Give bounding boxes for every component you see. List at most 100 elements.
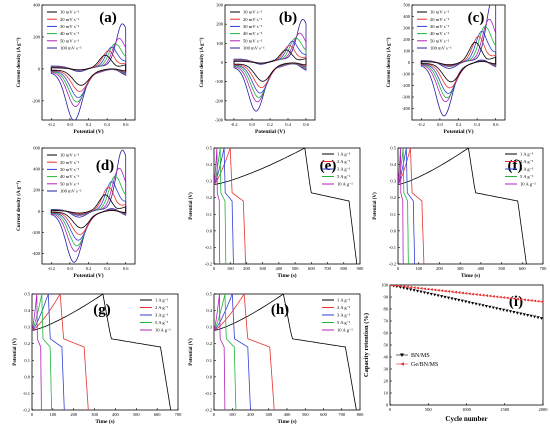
y-ticks: -0.2 -0.1 0.0 0.1 0.2 0.3 0.4 0.5: [389, 146, 400, 267]
y-tick-label: 0.5: [390, 146, 396, 151]
legend: 10 mV s⁻¹ 20 mV s⁻¹ 30 mV s⁻¹ 40 mV s⁻¹ 50 m…: [47, 153, 82, 194]
y-tick-label: -200: [32, 98, 41, 103]
data-point: [519, 297, 523, 301]
x-ticks: 0 500 1000 1500 2000: [389, 403, 548, 412]
cv-curve-1: [420, 41, 497, 83]
y-tick-label: 0.5: [206, 146, 212, 151]
x-tick-label: 0: [31, 412, 34, 417]
data-point: [512, 311, 516, 314]
y-tick-label: 200: [33, 188, 41, 193]
y-tick-label: 0.4: [206, 162, 212, 167]
legend-label: 50 mV s⁻¹: [243, 38, 263, 43]
plot-frame: [397, 147, 544, 265]
legend: 1 A g⁻¹ 2 A g⁻¹ 3 A g⁻¹ 5 A g⁻¹ 10 A g⁻¹: [140, 298, 171, 333]
y-tick-label: 200: [33, 34, 41, 39]
data-point: [522, 298, 526, 302]
y-tick-label: 0.5: [206, 292, 212, 297]
x-axis-label: Cycle number: [445, 415, 487, 423]
x-tick-label: 700: [175, 412, 183, 417]
data-point: [491, 294, 495, 298]
legend-label: 10 mV s⁻¹: [60, 153, 80, 158]
legend-label: 30 mV s⁻¹: [243, 24, 263, 29]
legend-label: 2 A g⁻¹: [520, 159, 534, 164]
panel-label: (h): [271, 302, 289, 318]
x-tick-label: 400: [477, 266, 485, 271]
plot-frame: [41, 4, 136, 121]
data-point: [477, 293, 482, 297]
x-tick-label: 200: [436, 266, 444, 271]
data-point: [491, 306, 495, 310]
y-tick-label: 0.2: [24, 341, 30, 346]
x-tick-label: -0.2: [48, 122, 55, 127]
y-tick-label: 0: [408, 60, 411, 65]
x-axis-label: Time (s): [277, 418, 296, 425]
y-tick-label: 400: [33, 3, 41, 8]
panel-label: (d): [96, 158, 114, 174]
y-tick-label: -200: [32, 230, 41, 235]
data-point: [532, 299, 537, 303]
data-point: [526, 314, 530, 317]
y-tick-label: -400: [402, 106, 411, 111]
plot-area: [214, 294, 357, 410]
data-point: [433, 293, 437, 297]
y-tick-label: 500: [403, 3, 411, 8]
cv-curve-6: [233, 19, 307, 112]
y-tick-label: -0.2: [205, 408, 212, 413]
y-tick-label: 0: [38, 209, 41, 214]
data-point: [426, 287, 430, 291]
legend-label: 10 mV s⁻¹: [430, 10, 450, 15]
gcd-curve-1: [32, 294, 172, 410]
legend: 10 mV s⁻¹ 20 mV s⁻¹ 30 mV s⁻¹ 40 mV s⁻¹ 50 m…: [230, 10, 265, 51]
y-axis-label: Potential (V): [13, 338, 18, 366]
data-point: [508, 310, 513, 314]
x-tick-label: 0.6: [303, 122, 309, 127]
gcd-curve-1: [214, 148, 358, 264]
data-point: [443, 289, 447, 293]
y-tick-label: 0.4: [206, 308, 212, 313]
x-tick-label: 100: [227, 266, 235, 271]
x-tick-label: 0: [213, 412, 216, 417]
gcd-curve-4: [398, 148, 409, 264]
legend: 1 A g⁻¹ 2 A g⁻¹ 3 A g⁻¹ 5 A g⁻¹ 10 A g⁻¹: [322, 298, 353, 333]
legend: 1 A g⁻¹ 2 A g⁻¹ 3 A g⁻¹ 5 A g⁻¹ 10 A g⁻¹: [505, 152, 536, 187]
panel-f: 0 100 200 300 400 500 600 700 -0.2 -0.1 0.0 0.1 0.2 0…: [373, 146, 547, 280]
y-tick-label: -100: [402, 72, 411, 77]
x-tick-label: 100: [49, 412, 57, 417]
x-tick-label: 0: [213, 266, 216, 271]
y-axis-label: Current density (A g⁻¹): [386, 37, 392, 87]
data-point: [515, 297, 519, 301]
x-tick-label: 0.0: [67, 266, 73, 271]
legend-label: 30 mV s⁻¹: [430, 24, 450, 29]
x-tick-label: 1500: [500, 407, 510, 412]
x-tick-label: -0.2: [48, 266, 55, 271]
data-point: [446, 296, 451, 300]
y-tick-label: 0.4: [24, 308, 30, 313]
data-point: [402, 285, 406, 288]
x-axis-label: Potential (V): [443, 128, 473, 135]
panel-label: (e): [320, 158, 337, 174]
cv-curve-2: [50, 186, 127, 236]
data-point: [477, 303, 482, 307]
data-point: [440, 289, 444, 293]
data-point: [409, 288, 413, 292]
legend-label: 1 A g⁻¹: [520, 152, 534, 157]
y-tick-label: 600: [33, 146, 41, 151]
data-point: [436, 294, 440, 298]
cv-curve-6: [420, 5, 497, 117]
x-tick-label: 0.0: [67, 122, 73, 127]
data-point: [457, 291, 461, 294]
legend-label: 3 A g⁻¹: [337, 167, 351, 172]
y-tick-label: 0.1: [206, 358, 212, 363]
x-tick-label: 300: [91, 412, 99, 417]
x-tick-label: 400: [284, 412, 292, 417]
x-tick-label: 0.6: [123, 122, 129, 127]
data-point: [450, 290, 454, 294]
data-point: [519, 312, 523, 316]
legend-label: 2 A g⁻¹: [155, 305, 169, 310]
data-point: [488, 305, 492, 309]
legend-label: 20 mV s⁻¹: [430, 17, 450, 22]
data-point: [536, 299, 540, 303]
x-axis-label: Time (s): [95, 418, 114, 425]
legend-label: 10 A g⁻¹: [337, 182, 353, 187]
